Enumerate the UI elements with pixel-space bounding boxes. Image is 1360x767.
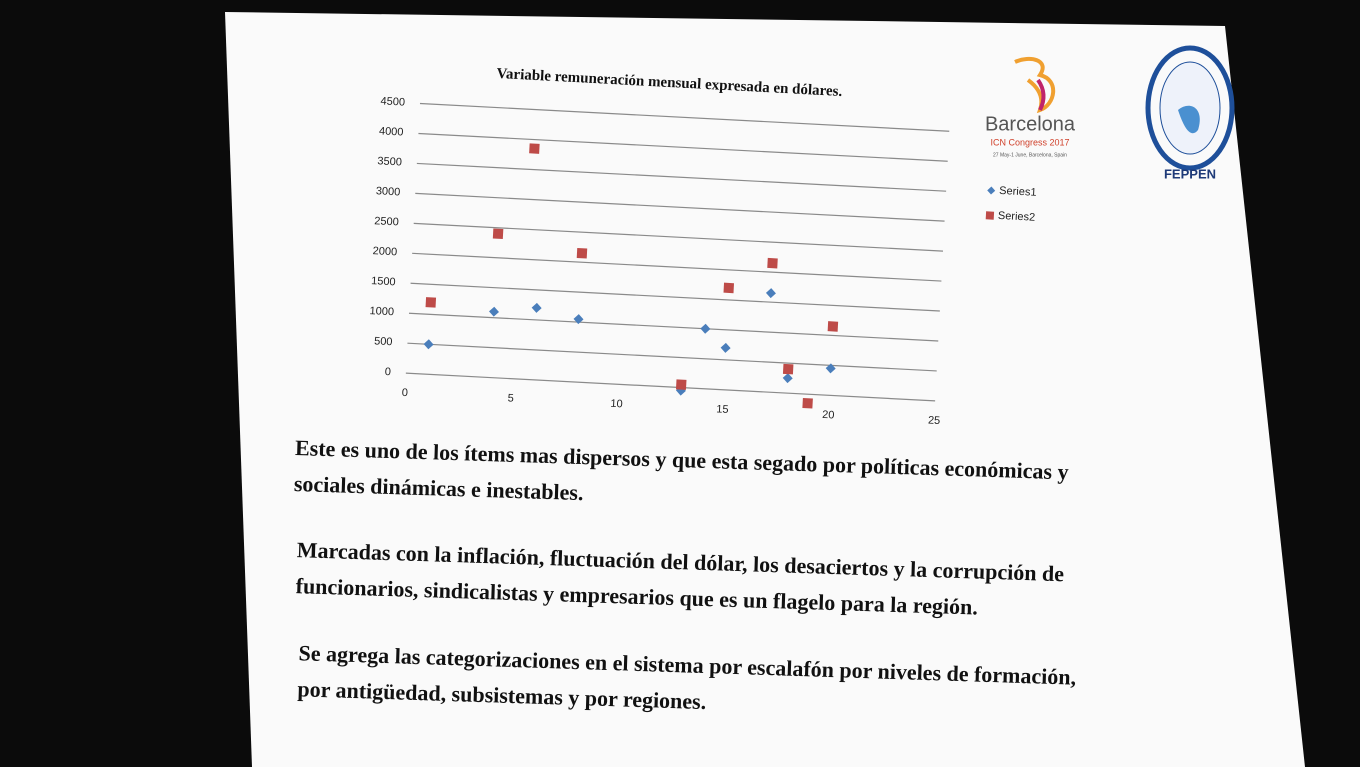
y-tick-label: 1500	[371, 275, 396, 288]
point	[426, 297, 437, 308]
x-tick-label: 10	[610, 398, 623, 411]
logo-subtitle: ICN Congress 2017	[990, 137, 1069, 147]
point	[724, 283, 735, 294]
y-tick-label: 2500	[374, 215, 399, 228]
logo-title: Barcelona	[985, 113, 1076, 135]
point	[577, 248, 588, 259]
point	[828, 321, 839, 332]
photo: Barcelona ICN Congress 2017 27 May-1 Jun…	[0, 0, 1360, 767]
y-tick-label: 4500	[380, 95, 405, 108]
y-tick-label: 0	[384, 366, 391, 378]
legend-label: Series1	[999, 185, 1037, 199]
y-tick-label: 500	[374, 335, 393, 348]
y-tick-label: 1000	[369, 305, 394, 318]
x-tick-label: 25	[928, 414, 941, 427]
y-tick-label: 3500	[377, 155, 402, 168]
point	[767, 258, 778, 269]
x-tick-label: 20	[822, 409, 835, 422]
point	[783, 364, 794, 375]
legend-swatch	[986, 211, 994, 219]
x-tick-label: 5	[507, 392, 514, 404]
point	[802, 398, 813, 409]
logo-feppen: FEPPEN	[1164, 166, 1216, 181]
x-tick-label: 15	[716, 403, 729, 416]
point	[676, 379, 687, 390]
legend-label: Series2	[998, 210, 1036, 224]
point	[493, 229, 504, 240]
y-tick-label: 2000	[372, 245, 397, 258]
x-tick-label: 0	[401, 387, 408, 399]
y-tick-label: 4000	[379, 125, 404, 138]
logo-dates: 27 May-1 June, Barcelona, Spain	[993, 152, 1067, 158]
y-tick-label: 3000	[376, 185, 401, 198]
point	[529, 143, 540, 154]
